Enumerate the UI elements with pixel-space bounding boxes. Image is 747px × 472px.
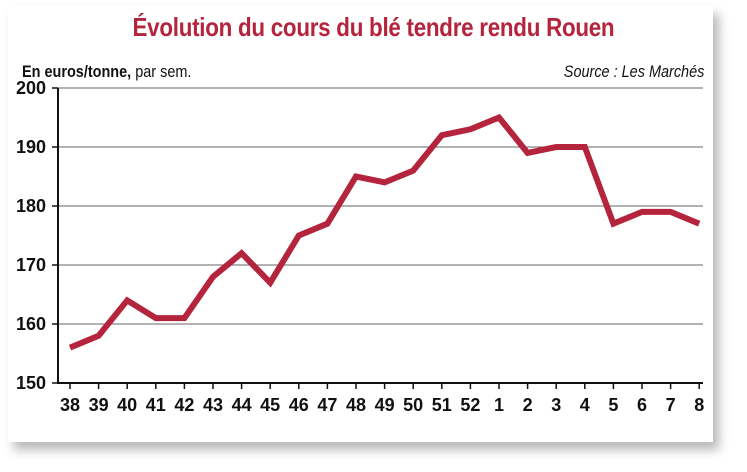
x-tick-label-8: 8: [694, 395, 704, 415]
y-tick-label-200: 200: [16, 78, 46, 98]
x-tick-label-43: 43: [203, 395, 223, 415]
x-tick-label-39: 39: [89, 395, 109, 415]
x-tick-label-49: 49: [375, 395, 395, 415]
unit-label: En euros/tonne, par sem.: [22, 62, 191, 82]
x-tick-label-7: 7: [666, 395, 676, 415]
x-tick-label-46: 46: [289, 395, 309, 415]
y-tick-label-150: 150: [16, 373, 46, 393]
x-tick-label-47: 47: [317, 395, 337, 415]
x-tick-label-48: 48: [346, 395, 366, 415]
x-tick-label-52: 52: [460, 395, 480, 415]
chart-title: Évolution du cours du blé tendre rendu R…: [132, 12, 615, 42]
x-tick-label-41: 41: [146, 395, 166, 415]
source-label: Source : Les Marchés: [563, 62, 704, 81]
x-tick-label-50: 50: [403, 395, 423, 415]
chart-card: [8, 6, 713, 442]
x-tick-label-1: 1: [494, 395, 504, 415]
x-tick-label-38: 38: [60, 395, 80, 415]
x-tick-label-6: 6: [637, 395, 647, 415]
x-tick-label-44: 44: [232, 395, 252, 415]
x-tick-label-4: 4: [580, 395, 590, 415]
x-tick-label-2: 2: [523, 395, 533, 415]
y-tick-label-160: 160: [16, 314, 46, 334]
x-tick-label-42: 42: [174, 395, 194, 415]
x-tick-label-45: 45: [260, 395, 280, 415]
x-tick-label-40: 40: [117, 395, 137, 415]
series-line-0: [68, 113, 701, 351]
x-tick-label-5: 5: [608, 395, 618, 415]
x-tick-label-3: 3: [551, 395, 561, 415]
y-tick-label-180: 180: [16, 196, 46, 216]
x-tick-label-51: 51: [432, 395, 452, 415]
y-tick-label-170: 170: [16, 255, 46, 275]
y-tick-label-190: 190: [16, 137, 46, 157]
unit-label-rest: par sem.: [131, 62, 192, 81]
unit-label-bold: En euros/tonne,: [22, 62, 132, 81]
